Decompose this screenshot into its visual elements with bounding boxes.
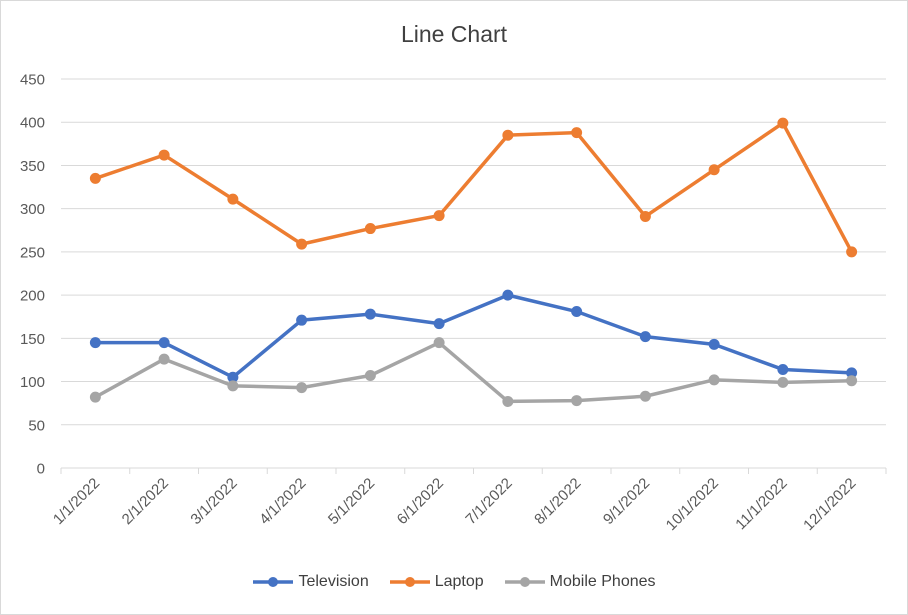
chart-legend: Television Laptop Mobile Phones [1, 573, 907, 591]
data-point-television-1 [89, 337, 101, 349]
x-tick-label-10: 10/1/2022 [663, 475, 722, 534]
y-tick-label-400: 400 [20, 115, 45, 132]
data-point-mobile-phones-10 [708, 374, 720, 386]
legend-swatch-mobile-phones [504, 577, 545, 587]
series-line-mobile-phones [93, 340, 854, 404]
y-tick-label-0: 0 [37, 461, 45, 478]
legend-label-laptop: Laptop [434, 573, 484, 590]
data-point-mobile-phones-6 [433, 337, 445, 349]
data-point-mobile-phones-5 [364, 370, 376, 382]
x-tick-label-2: 2/1/2022 [119, 475, 172, 528]
data-point-television-6 [433, 318, 445, 330]
data-point-television-5 [364, 308, 376, 320]
y-tick-label-300: 300 [20, 201, 45, 218]
x-tick-label-7: 7/1/2022 [462, 475, 515, 528]
data-point-mobile-phones-9 [639, 390, 651, 402]
series-line-laptop [93, 121, 854, 254]
legend-item-television: Television [252, 573, 369, 591]
data-point-mobile-phones-12 [846, 375, 858, 387]
x-tick-label-4: 4/1/2022 [256, 475, 309, 528]
data-point-laptop-2 [158, 149, 170, 161]
data-point-mobile-phones-8 [571, 395, 583, 407]
data-point-television-2 [158, 337, 170, 349]
x-tick-label-12: 12/1/2022 [800, 475, 859, 534]
x-tick-label-5: 5/1/2022 [325, 475, 378, 528]
data-point-television-9 [639, 331, 651, 343]
series-line-television [93, 293, 854, 379]
data-point-laptop-12 [846, 246, 858, 258]
chart-title: Line Chart [400, 21, 508, 47]
data-point-laptop-5 [364, 223, 376, 235]
y-tick-label-350: 350 [20, 158, 45, 175]
x-tick-label-11: 11/1/2022 [732, 475, 790, 533]
y-tick-label-50: 50 [28, 417, 45, 434]
data-point-mobile-phones-11 [777, 376, 789, 388]
x-tick-label-1: 1/1/2022 [50, 475, 103, 528]
legend-swatch-laptop [389, 577, 430, 587]
legend-item-mobile-phones: Mobile Phones [504, 573, 656, 591]
legend-swatch-television [253, 577, 294, 587]
y-tick-label-150: 150 [20, 331, 45, 348]
y-tick-label-450: 450 [20, 72, 45, 89]
data-point-laptop-7 [502, 129, 514, 141]
data-point-laptop-8 [571, 127, 583, 139]
data-point-laptop-1 [89, 172, 101, 184]
data-point-television-10 [708, 338, 720, 350]
data-point-television-7 [502, 289, 514, 301]
data-point-laptop-4 [296, 238, 308, 250]
data-point-mobile-phones-2 [158, 353, 170, 365]
x-tick-label-9: 9/1/2022 [600, 475, 653, 528]
legend-label-television: Television [298, 573, 369, 590]
data-point-mobile-phones-1 [89, 391, 101, 403]
x-tick-label-6: 6/1/2022 [394, 475, 447, 528]
y-tick-label-250: 250 [20, 244, 45, 261]
data-point-laptop-10 [708, 164, 720, 176]
data-point-laptop-9 [639, 210, 651, 222]
data-point-television-4 [296, 314, 308, 326]
y-tick-label-200: 200 [20, 288, 45, 305]
legend-label-mobile-phones: Mobile Phones [549, 573, 656, 590]
data-point-laptop-3 [227, 193, 239, 205]
legend-item-laptop: Laptop [389, 573, 484, 591]
data-point-mobile-phones-7 [502, 395, 514, 407]
x-tick-label-3: 3/1/2022 [187, 475, 240, 528]
data-point-television-8 [571, 306, 583, 318]
data-point-laptop-6 [433, 210, 445, 222]
y-tick-label-100: 100 [20, 374, 45, 391]
data-point-mobile-phones-3 [227, 380, 239, 392]
x-tick-label-8: 8/1/2022 [531, 475, 584, 528]
data-point-television-11 [777, 363, 789, 375]
data-point-mobile-phones-4 [296, 382, 308, 394]
data-point-laptop-11 [777, 117, 789, 129]
